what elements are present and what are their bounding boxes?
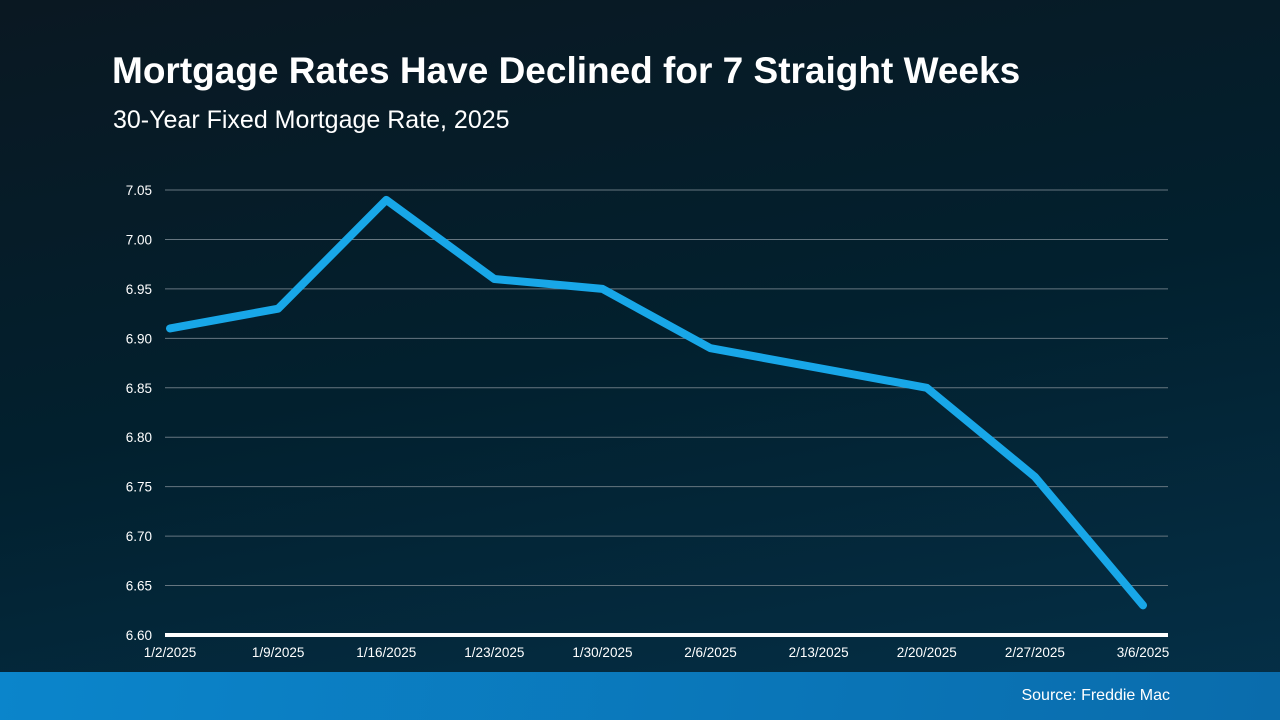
rate-line	[166, 195, 1147, 610]
source-label: Source: Freddie Mac	[1021, 687, 1170, 704]
x-tick-label: 1/30/2025	[572, 645, 632, 660]
y-tick-label: 6.70	[126, 529, 152, 544]
page-subtitle: 30-Year Fixed Mortgage Rate, 2025	[113, 106, 510, 134]
footer-bar: Source: Freddie Mac	[0, 672, 1280, 720]
y-tick-label: 6.75	[126, 480, 152, 495]
x-tick-label: 1/2/2025	[144, 645, 197, 660]
x-tick-label: 3/6/2025	[1117, 645, 1170, 660]
x-tick-label: 1/23/2025	[464, 645, 524, 660]
x-tick-label: 2/6/2025	[684, 645, 737, 660]
y-tick-label: 7.05	[126, 183, 152, 198]
y-tick-label: 6.90	[126, 331, 152, 346]
x-tick-label: 2/20/2025	[897, 645, 957, 660]
x-tick-label: 1/16/2025	[356, 645, 416, 660]
y-tick-label: 6.60	[126, 628, 152, 643]
x-tick-label: 2/27/2025	[1005, 645, 1065, 660]
y-tick-label: 6.65	[126, 579, 152, 594]
y-tick-label: 6.85	[126, 381, 152, 396]
y-tick-label: 7.00	[126, 232, 152, 247]
y-tick-label: 6.80	[126, 430, 152, 445]
x-tick-label: 2/13/2025	[789, 645, 849, 660]
page-title: Mortgage Rates Have Declined for 7 Strai…	[112, 50, 1021, 91]
x-tick-label: 1/9/2025	[252, 645, 305, 660]
y-tick-label: 6.95	[126, 282, 152, 297]
